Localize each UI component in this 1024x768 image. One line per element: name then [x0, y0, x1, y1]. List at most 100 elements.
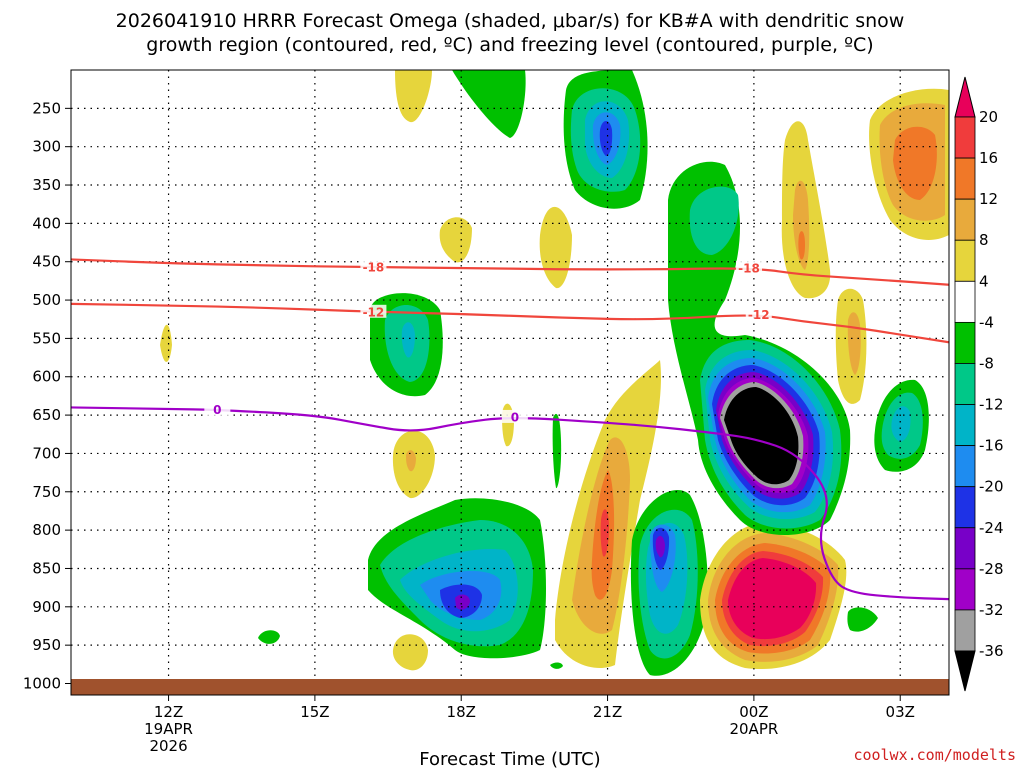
colorbar-top-arrow: [954, 76, 976, 118]
chart-title-line1: 2026041910 HRRR Forecast Omega (shaded, …: [116, 10, 905, 32]
omega-blob-yellow-3: [439, 217, 472, 263]
colorbar-swatch: [954, 116, 976, 159]
colorbar-swatch: [954, 363, 976, 405]
omega-blob-green-sliver: [552, 413, 562, 489]
y-tick-label: 900: [32, 598, 61, 616]
colorbar-label: 12: [979, 190, 998, 208]
x-tick-label: 15Z: [300, 703, 329, 721]
y-tick-label: 950: [32, 636, 61, 654]
colorbar-swatch: [954, 198, 976, 241]
colorbar-label: -32: [979, 601, 1004, 619]
x-tick-label: 03Z: [886, 703, 915, 721]
y-tick-label: 350: [32, 176, 61, 194]
omega-blob-yellow-1: [160, 324, 172, 362]
y-tick-label: 500: [32, 291, 61, 309]
chart-title-line2: growth region (contoured, red, ºC) and f…: [146, 34, 873, 56]
y-tick-label: 1000: [23, 674, 61, 692]
contour-label-bg: [745, 307, 772, 321]
plot-frame: [70, 69, 950, 696]
colorbar-label: -4: [979, 313, 994, 331]
colorbar-swatch: [954, 486, 976, 529]
colorbar-label: -16: [979, 437, 1004, 455]
colorbar-swatch: [954, 445, 976, 488]
colorbar-label: 8: [979, 231, 989, 249]
grid: [71, 70, 949, 695]
colorbar-label: -28: [979, 560, 1004, 578]
y-tick-label: 650: [32, 406, 61, 424]
colorbar-swatch: [954, 280, 976, 323]
omega-blob-cyan-400: [401, 322, 415, 358]
colorbar-label: 4: [979, 272, 989, 290]
omega-blob-band-red-21z: [600, 509, 609, 557]
y-tick-label: 300: [32, 138, 61, 156]
omega-blob-pos-magenta-00z: [728, 558, 817, 640]
omega-shading: [160, 70, 949, 676]
y-tick-label: 850: [32, 559, 61, 577]
omega-blob-upper-right-darkorange-3: [893, 126, 937, 200]
contour-label: 0: [511, 410, 519, 424]
credit-text: coolwx.com/modelts: [853, 746, 1016, 764]
omega-blob-yellow-6: [406, 450, 416, 472]
omega-blob-yellow-8: [392, 634, 428, 671]
y-tick-label: 750: [32, 483, 61, 501]
colorbar: 20 16 12 8 4 -4 -8 -12 -16 -20 -24 -28 -32 -36: [954, 76, 1004, 692]
omega-blob-core-black: [724, 387, 799, 485]
colorbar-swatch: [954, 321, 976, 364]
omega-blob-right-cyan: [891, 406, 911, 442]
colorbar-swatch: [954, 527, 976, 570]
x-tick-year: 2026: [149, 737, 187, 755]
x-tick-label: 21Z: [593, 703, 622, 721]
contour-label-bg: [501, 409, 528, 423]
contour-label: -12: [748, 308, 770, 322]
omega-blob-right-small-green: [847, 607, 878, 632]
colorbar-bottom-arrow: [954, 650, 976, 692]
ground-surface: [71, 679, 949, 695]
colorbar-swatch: [954, 239, 976, 282]
omega-blob-upper-darkblue: [599, 121, 613, 156]
contour-line: [71, 302, 949, 344]
contour-line: [71, 406, 949, 601]
contour-label-bg: [204, 402, 231, 416]
x-tick-label: 12Z: [154, 703, 183, 721]
colorbar-swatch: [954, 568, 976, 611]
omega-blob-yellow-4: [539, 206, 572, 289]
y-tick-label: 250: [32, 99, 61, 117]
colorbar-swatch: [954, 404, 976, 447]
contour-label: -12: [363, 305, 385, 319]
contour-line: [71, 258, 949, 286]
contours: -18 -18 -12 -12 0 0: [71, 258, 949, 601]
colorbar-label: -24: [979, 519, 1004, 537]
omega-blob-upper-right-orange-1: [793, 180, 810, 270]
omega-blob-lower-purple-18z: [455, 594, 470, 610]
contour-label: -18: [738, 261, 760, 275]
y-tick-label: 600: [32, 368, 61, 386]
contour-label-bg: [360, 304, 387, 318]
x-axis-label: Forecast Time (UTC): [419, 749, 600, 768]
colorbar-label: -20: [979, 478, 1004, 496]
colorbar-label: -8: [979, 354, 994, 372]
omega-blob-green-small: [258, 630, 280, 644]
y-axis: 250 300 350 400 450 500 550 600 650 700 750 800 850 9…: [23, 99, 71, 692]
omega-blob-yellow-2: [395, 70, 432, 123]
y-tick-label: 800: [32, 521, 61, 539]
contour-label: 0: [213, 403, 221, 417]
colorbar-swatch: [954, 157, 976, 200]
x-tick-date: 20APR: [729, 720, 778, 738]
contour-label: -18: [363, 261, 385, 275]
contour-label-bg: [736, 260, 763, 274]
y-tick-label: 700: [32, 444, 61, 462]
x-tick-label: 18Z: [447, 703, 476, 721]
omega-blob-upper-right-darkorange-1: [798, 231, 805, 260]
omega-blob-band-purple-22z: [655, 535, 665, 558]
omega-blob-green-upper: [452, 70, 526, 138]
colorbar-label: -36: [979, 642, 1004, 660]
y-tick-label: 400: [32, 214, 61, 232]
x-tick-date: 19APR: [144, 720, 193, 738]
colorbar-label: 16: [979, 149, 998, 167]
omega-blob-core-teal-upper: [689, 186, 739, 255]
omega-blob-green-dot: [550, 662, 563, 669]
colorbar-swatch: [954, 609, 976, 652]
y-tick-label: 550: [32, 329, 61, 347]
